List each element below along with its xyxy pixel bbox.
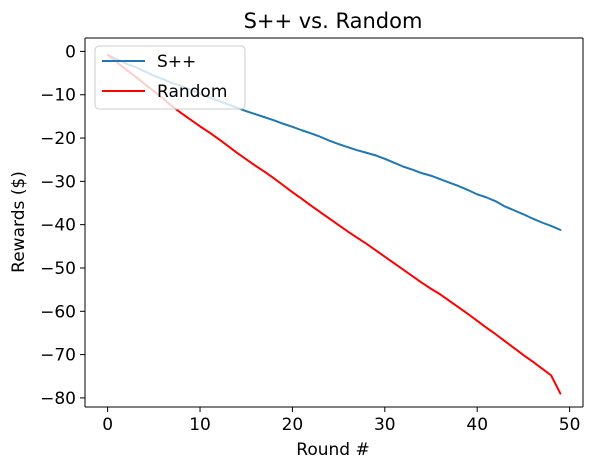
legend-label-random: Random: [157, 82, 227, 102]
x-tick-label: 20: [282, 415, 304, 435]
y-tick-label: 0: [65, 42, 76, 62]
y-tick-label: −20: [40, 129, 76, 149]
y-axis-label: Rewards ($): [9, 171, 29, 273]
series-line-1: [106, 53, 562, 395]
x-tick-label: 40: [466, 415, 488, 435]
y-tick-label: −40: [40, 216, 76, 236]
legend-label-s-plus-plus: S++: [157, 52, 196, 72]
y-tick-label: −50: [40, 259, 76, 279]
y-tick-label: −60: [40, 302, 76, 322]
x-tick-label: 0: [102, 415, 113, 435]
legend: S++ Random: [94, 45, 246, 110]
x-tick-label: 50: [559, 415, 581, 435]
y-tick-label: −70: [40, 346, 76, 366]
x-tick-label: 30: [374, 415, 396, 435]
y-tick-label: −10: [40, 86, 76, 106]
x-axis-label: Round #: [296, 440, 369, 460]
y-tick-label: −30: [40, 172, 76, 192]
y-tick-label: −80: [40, 389, 76, 409]
x-tick-label: 10: [189, 415, 211, 435]
chart-title: S++ vs. Random: [244, 9, 423, 33]
